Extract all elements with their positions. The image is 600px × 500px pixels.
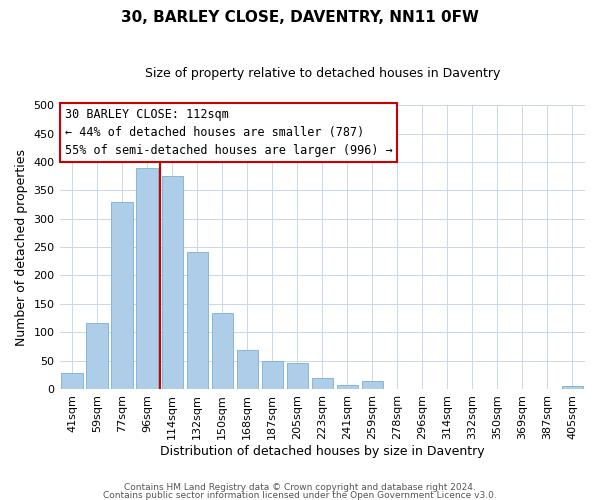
Bar bbox=[212, 314, 233, 389]
Bar bbox=[311, 378, 333, 389]
Text: 30 BARLEY CLOSE: 112sqm
← 44% of detached houses are smaller (787)
55% of semi-d: 30 BARLEY CLOSE: 112sqm ← 44% of detache… bbox=[65, 108, 392, 157]
Bar bbox=[287, 364, 308, 389]
Bar bbox=[161, 176, 183, 389]
Bar bbox=[136, 168, 158, 389]
Text: 30, BARLEY CLOSE, DAVENTRY, NN11 0FW: 30, BARLEY CLOSE, DAVENTRY, NN11 0FW bbox=[121, 10, 479, 25]
Bar bbox=[236, 350, 258, 389]
X-axis label: Distribution of detached houses by size in Daventry: Distribution of detached houses by size … bbox=[160, 444, 485, 458]
Bar bbox=[562, 386, 583, 389]
Title: Size of property relative to detached houses in Daventry: Size of property relative to detached ho… bbox=[145, 68, 500, 80]
Bar bbox=[61, 373, 83, 389]
Bar bbox=[262, 360, 283, 389]
Bar bbox=[86, 322, 108, 389]
Text: Contains HM Land Registry data © Crown copyright and database right 2024.: Contains HM Land Registry data © Crown c… bbox=[124, 484, 476, 492]
Bar bbox=[187, 252, 208, 389]
Bar bbox=[362, 381, 383, 389]
Y-axis label: Number of detached properties: Number of detached properties bbox=[15, 148, 28, 346]
Text: Contains public sector information licensed under the Open Government Licence v3: Contains public sector information licen… bbox=[103, 490, 497, 500]
Bar bbox=[337, 385, 358, 389]
Bar bbox=[112, 202, 133, 389]
